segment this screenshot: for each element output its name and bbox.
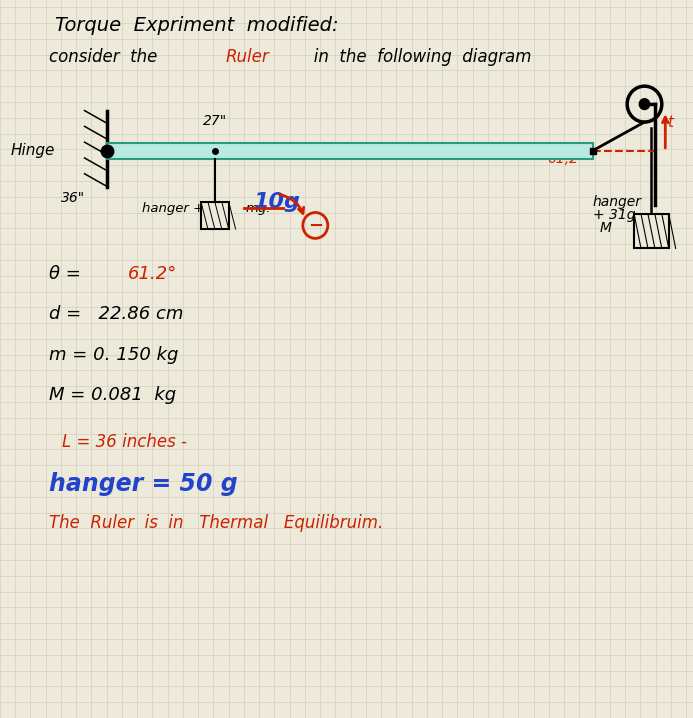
- Text: 27": 27": [203, 113, 227, 128]
- Bar: [201, 202, 229, 229]
- Text: M: M: [599, 221, 611, 236]
- Text: mg.: mg.: [246, 202, 272, 215]
- Text: The  Ruler  is  in   Thermal   Equilibruim.: The Ruler is in Thermal Equilibruim.: [49, 513, 383, 532]
- Text: m = 0․ 150 kg: m = 0․ 150 kg: [49, 345, 178, 364]
- Text: consider  the: consider the: [49, 47, 168, 66]
- Bar: [107, 143, 593, 159]
- Text: °: °: [582, 146, 588, 159]
- Text: m: m: [207, 208, 222, 223]
- Text: Ruler: Ruler: [225, 47, 269, 66]
- Text: + 31g: + 31g: [593, 208, 635, 223]
- Text: t: t: [667, 115, 674, 129]
- Text: 36": 36": [61, 191, 85, 205]
- Text: 10g: 10g: [253, 192, 300, 213]
- Text: Torque  Expriment  modified:: Torque Expriment modified:: [55, 17, 339, 35]
- Text: in  the  following  diagram: in the following diagram: [298, 47, 532, 66]
- Text: Hinge: Hinge: [10, 144, 55, 158]
- Text: L = 36 inches -: L = 36 inches -: [62, 432, 187, 451]
- Text: hanger +: hanger +: [142, 202, 204, 215]
- Text: 61,2: 61,2: [547, 152, 579, 167]
- Text: hanger: hanger: [593, 195, 642, 210]
- Text: −: −: [308, 216, 323, 235]
- Text: hanger = 50 g: hanger = 50 g: [49, 472, 237, 496]
- Text: d =   22.86 cm: d = 22.86 cm: [49, 305, 183, 324]
- Text: θ =: θ =: [49, 265, 86, 284]
- Bar: [634, 214, 669, 248]
- Circle shape: [639, 99, 650, 109]
- Text: M = 0.081  kg: M = 0.081 kg: [49, 386, 175, 404]
- Text: 61.2°: 61.2°: [128, 265, 177, 284]
